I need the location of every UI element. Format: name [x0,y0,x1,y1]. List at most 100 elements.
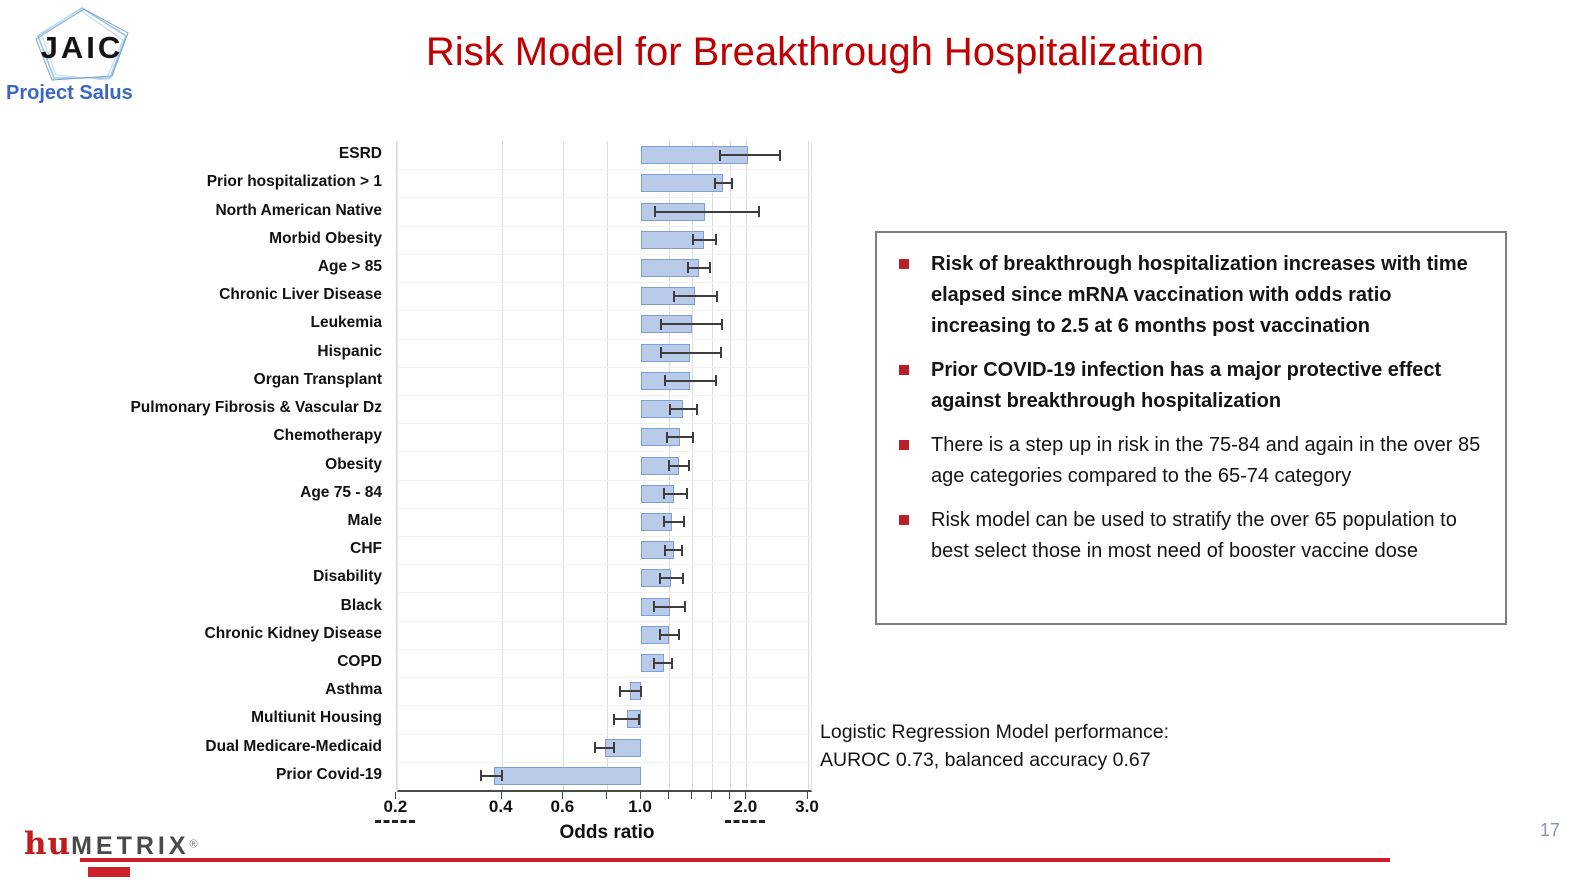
category-labels: ESRD Prior hospitalization > 1 North Ameri… [88,141,382,790]
category-label: Organ Transplant [253,370,382,388]
axis-tick [500,792,502,799]
ci-line [655,210,759,213]
axis-tick-label: 3.0 [795,797,819,816]
bullet-text: Risk model can be used to stratify the o… [931,509,1457,562]
row-separator [398,677,811,679]
row-separator [398,253,811,255]
findings-bullet-2: There is a step up in risk in the 75-84 … [893,430,1483,492]
ci-cap-low [666,431,669,443]
gridline [396,141,398,790]
category-label: Morbid Obesity [269,229,382,247]
ci-line [654,605,686,608]
findings-bullet-list: Risk of breakthrough hospitalization inc… [893,249,1483,567]
axis-tick [395,792,397,799]
row-separator [398,479,811,481]
ci-cap-low [662,488,665,500]
row-separator [398,592,811,594]
category-label: Asthma [325,681,382,699]
ci-cap-low [667,460,670,471]
ci-cap-low [658,629,661,641]
row-separator [398,197,811,199]
ci-cap-low [692,234,695,246]
ci-cap-high [731,177,734,189]
category-label: Multiunit Housing [251,709,382,727]
or-bar-22 [493,766,641,785]
category-label: Prior hospitalization > 1 [206,173,382,191]
axis-tick [691,792,693,799]
ci-line [659,577,684,580]
category-label: Pulmonary Fibrosis & Vascular Dz [130,399,382,417]
ci-cap-high [719,347,722,359]
category-label: Age 75 - 84 [300,483,382,501]
jaic-logo: JAIC [22,6,142,84]
category-label: Male [347,511,382,529]
axis-tick [667,792,669,799]
findings-bullet-0: Risk of breakthrough hospitalization inc… [893,249,1483,342]
category-label: Age > 85 [317,257,382,275]
ci-cap-high [757,206,760,218]
ci-cap-low [668,403,671,415]
model-performance-line2: AUROC 0.73, balanced accuracy 0.67 [820,749,1151,771]
row-separator [398,507,811,509]
ci-line [687,266,710,269]
gridline [692,141,694,790]
axis-tick [562,792,564,799]
pentagon-icon [35,7,129,81]
x-axis-title: Odds ratio [559,822,655,843]
ci-cap-low [654,206,657,218]
row-separator [398,733,811,735]
category-label: Dual Medicare-Medicaid [205,737,382,755]
humetrix-logo: huMETRIX® [24,826,198,862]
footer-rule-block [88,867,130,877]
axis-tick-label: 0.2 [383,797,408,816]
ci-cap-low [480,770,483,782]
ci-cap-high [716,290,719,302]
ci-line [595,746,615,749]
ci-cap-low [653,657,656,669]
ci-line [619,690,641,693]
ci-cap-high [696,403,699,415]
cropped-text-fragment [725,820,766,823]
row-separator [398,423,811,425]
row-separator [398,225,811,227]
ci-cap-low [659,318,662,330]
row-separator [398,451,811,453]
page-title: Risk Model for Breakthrough Hospitalizat… [425,30,1205,74]
ci-cap-low [653,601,656,613]
ci-cap-high [500,770,503,782]
ci-cap-low [613,713,616,725]
ci-cap-high [687,460,690,471]
bullet-text: Risk of breakthrough hospitalization inc… [931,253,1468,337]
category-label: Chronic Liver Disease [219,286,382,304]
ci-cap-high [720,318,723,330]
ci-line [654,662,673,665]
row-separator [398,705,811,707]
axis-tick [711,792,713,799]
model-performance-line1: Logistic Regression Model performance: [820,721,1170,743]
row-separator [398,648,811,650]
gridline [730,141,732,790]
ci-line [664,379,717,382]
ci-cap-high [671,657,674,669]
ci-line [659,633,679,636]
ci-cap-high [708,262,711,274]
category-label: Disability [313,568,382,586]
row-separator [398,620,811,622]
or-bar-1 [641,174,723,193]
category-label: CHF [350,540,382,558]
row-separator [398,366,811,368]
axis-tick-label: 0.6 [550,797,575,816]
ci-line [667,436,694,439]
bullet-square-icon [899,365,909,375]
bullet-square-icon [899,515,909,525]
row-separator [398,536,811,538]
category-label: COPD [337,653,382,671]
gridline [563,141,565,790]
row-separator [398,310,811,312]
axis-tick [745,792,747,799]
model-performance-note: Logistic Regression Model performance: A… [820,718,1169,774]
jaic-logo-text: JAIC [40,30,124,65]
ci-cap-high [715,234,718,246]
bullet-square-icon [899,440,909,450]
ci-line [673,295,718,298]
